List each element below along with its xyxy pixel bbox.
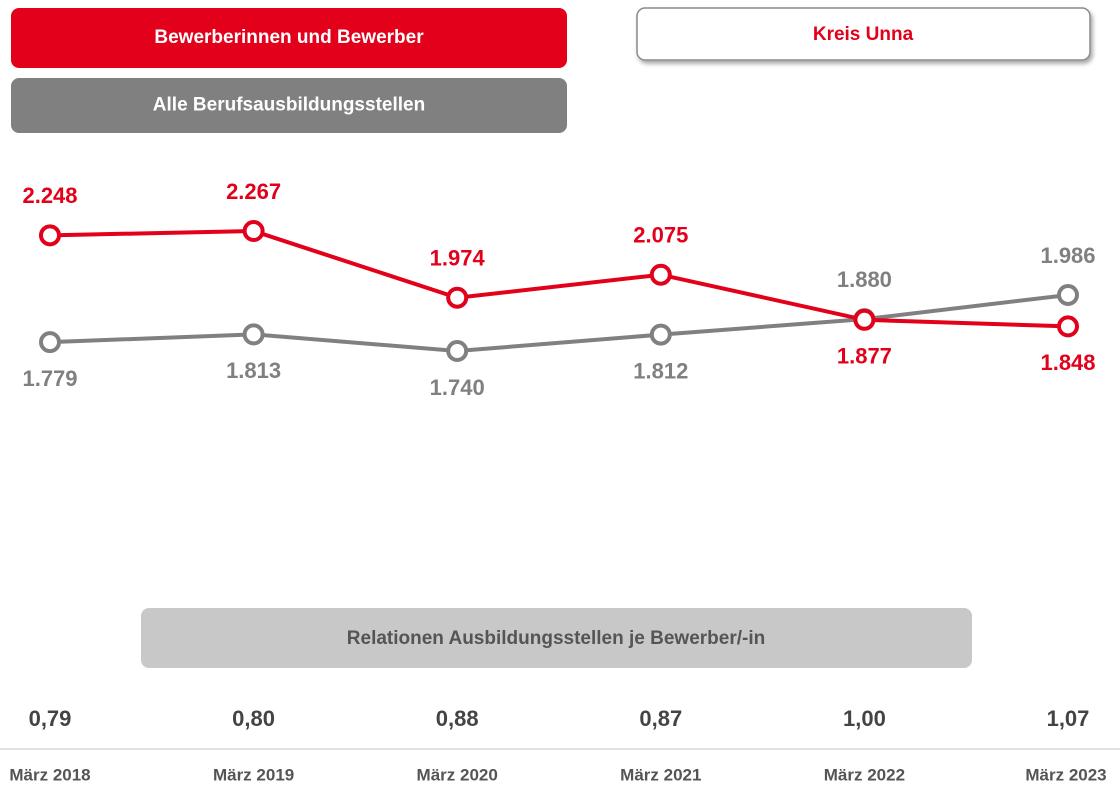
x-tick-label: März 2020 (417, 765, 498, 784)
point (1057, 315, 1079, 338)
data-label: 2.075 (633, 223, 688, 248)
point (853, 308, 876, 331)
relation-value: 0,88 (436, 706, 479, 731)
x-tick-label: März 2018 (9, 765, 90, 784)
x-tick-label: März 2023 (1025, 765, 1106, 784)
point (446, 286, 469, 309)
data-label: 1.986 (1040, 243, 1095, 268)
x-tick-label: März 2019 (213, 765, 294, 784)
legend-box (11, 8, 567, 68)
relation-value: 1,00 (843, 706, 886, 731)
x-tick-label: März 2022 (824, 765, 905, 784)
data-label: 1.779 (22, 366, 77, 391)
data-label: 1.877 (837, 344, 892, 369)
point (649, 263, 672, 286)
relation-value: 0,79 (29, 706, 72, 731)
x-tick-label: März 2021 (620, 765, 701, 784)
data-label: 2.248 (22, 183, 77, 208)
relations-title: Relationen Ausbildungsstellen je Bewerbe… (347, 628, 765, 649)
point (242, 220, 265, 242)
title-box (636, 7, 1091, 61)
data-label: 1.812 (633, 358, 688, 383)
point (1057, 283, 1079, 306)
data-label: 2.267 (226, 179, 281, 204)
legend-label: Alle Berufsausbildungsstellen (153, 95, 425, 116)
relation-value: 1,07 (1047, 706, 1090, 731)
data-label: 1.740 (430, 375, 485, 400)
relation-value: 0,87 (639, 706, 682, 731)
relations-box (141, 608, 972, 668)
chart-title: Kreis Unna (813, 24, 914, 45)
data-label: 1.848 (1040, 350, 1095, 375)
point (446, 340, 469, 362)
data-label: 1.813 (226, 358, 281, 383)
data-label: 1.974 (430, 246, 486, 271)
data-label: 1.880 (837, 267, 892, 292)
point (242, 323, 265, 346)
series-line (49, 292, 1069, 354)
series-line (49, 228, 1069, 329)
point (39, 331, 61, 354)
point (649, 323, 672, 346)
point (39, 224, 61, 247)
legend-box (11, 78, 567, 133)
legend-label: Bewerberinnen und Bewerber (154, 27, 424, 48)
relation-value: 0,80 (232, 706, 275, 731)
